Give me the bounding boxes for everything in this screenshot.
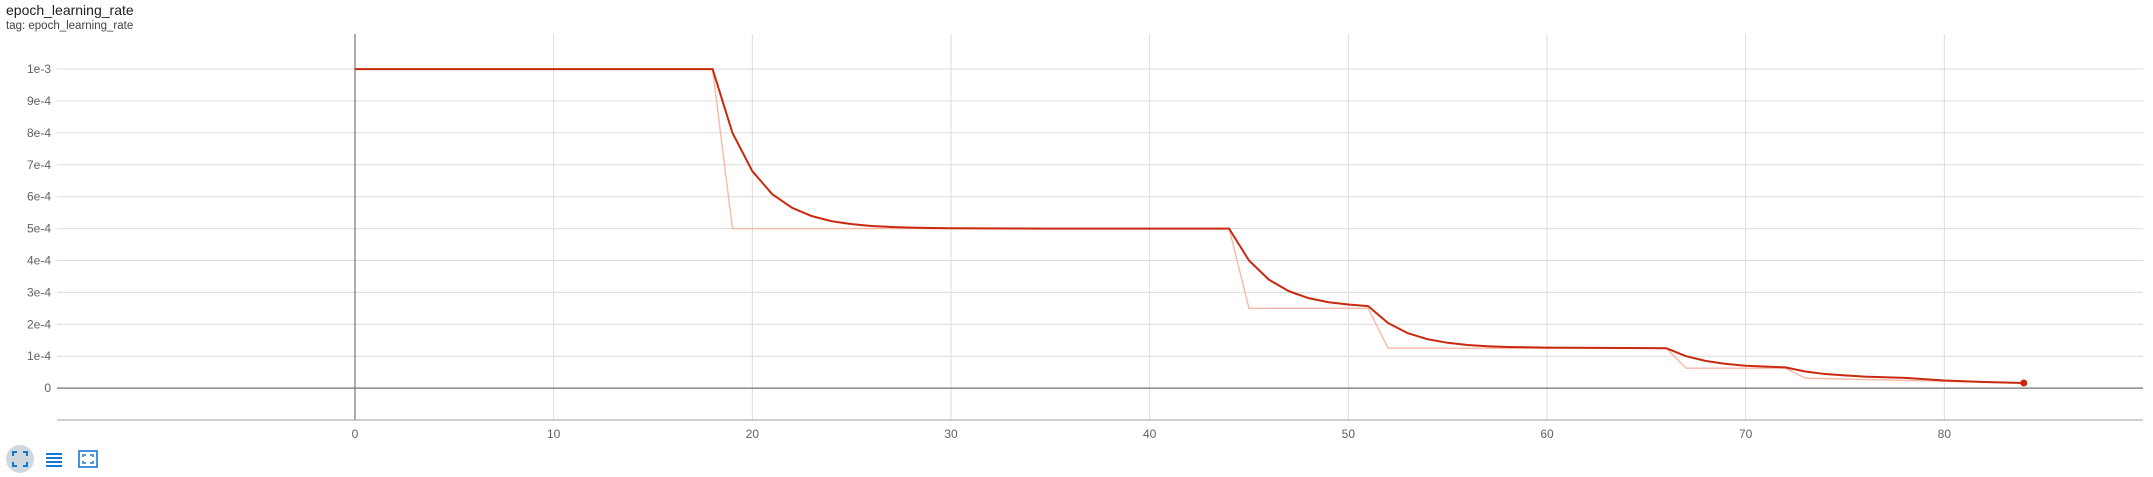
x-tick-label: 80	[1938, 427, 1952, 440]
list-icon	[46, 453, 62, 467]
y-tick-label: 2e-4	[27, 317, 51, 331]
x-tick-label: 10	[547, 427, 561, 440]
x-tick-label: 40	[1143, 427, 1157, 440]
fullscreen-icon	[12, 451, 28, 467]
series-lines	[355, 68, 2028, 387]
chart-title: epoch_learning_rate	[6, 2, 134, 18]
y-tick-label: 0	[44, 381, 51, 395]
line-chart[interactable]: 0 10 20 30 40 50 60 70 80 0 1e-4 2e-4 3e-4 4e-4 5e-4 6e…	[0, 0, 2153, 440]
x-tick-label: 50	[1342, 427, 1356, 440]
chart-toolbar	[6, 445, 102, 473]
tick-labels: 0 10 20 30 40 50 60 70 80 0 1e-4 2e-4 3e-4 4e-4 5e-4 6e…	[27, 62, 1951, 440]
axes	[57, 34, 2143, 421]
y-tick-label: 4e-4	[27, 253, 51, 267]
x-tick-label: 0	[352, 427, 359, 440]
toggle-log-button[interactable]	[40, 445, 68, 473]
x-tick-label: 70	[1739, 427, 1753, 440]
fit-domain-button[interactable]	[6, 445, 34, 473]
zoom-frame-icon	[78, 450, 98, 468]
y-tick-label: 1e-4	[27, 349, 51, 363]
y-tick-label: 3e-4	[27, 285, 51, 299]
y-tick-label: 5e-4	[27, 222, 51, 236]
y-tick-label: 9e-4	[27, 94, 51, 108]
grid-lines	[57, 34, 2143, 420]
zoom-button[interactable]	[74, 445, 102, 473]
x-tick-label: 60	[1540, 427, 1554, 440]
smoothed-series-line	[355, 68, 2024, 384]
last-point-marker	[2020, 379, 2028, 387]
chart-tag: tag: epoch_learning_rate	[6, 20, 134, 32]
y-tick-label: 6e-4	[27, 190, 51, 204]
y-tick-label: 8e-4	[27, 126, 51, 140]
y-tick-label: 7e-4	[27, 158, 51, 172]
x-tick-label: 20	[746, 427, 760, 440]
y-tick-label: 1e-3	[27, 62, 51, 76]
x-tick-label: 30	[944, 427, 958, 440]
raw-series-line	[355, 68, 2024, 384]
